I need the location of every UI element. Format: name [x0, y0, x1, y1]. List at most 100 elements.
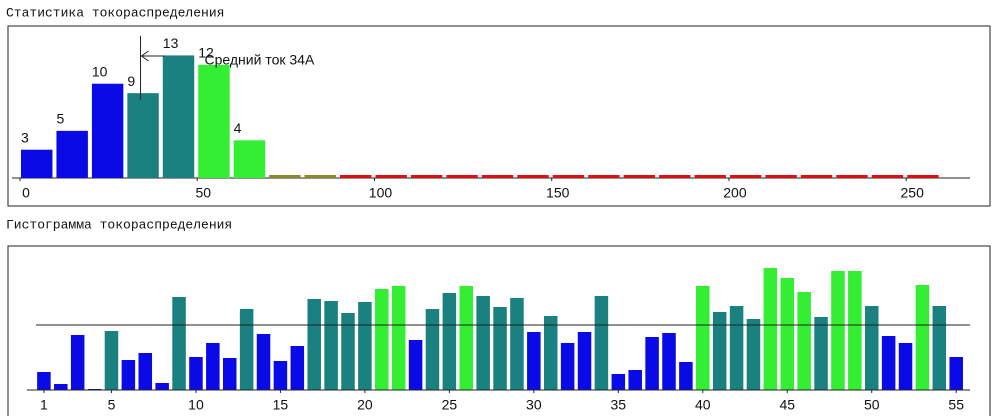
bar: [611, 374, 626, 390]
x-tick-label: 5: [108, 397, 116, 413]
bar: [800, 175, 833, 178]
bar: [459, 286, 474, 390]
bar: [694, 175, 726, 178]
bar: [410, 175, 443, 178]
bar: [222, 358, 237, 390]
bar: [797, 292, 811, 390]
bar: [746, 319, 761, 390]
bar: [341, 313, 355, 390]
bar: [56, 130, 88, 178]
bar: [628, 370, 642, 390]
data-label: 12: [198, 45, 214, 61]
x-tick-label: 45: [779, 397, 795, 413]
data-label: 3: [21, 129, 29, 145]
bar: [527, 332, 541, 390]
data-label: 5: [56, 111, 64, 127]
mean-arrow: [140, 50, 165, 62]
bar: [121, 360, 136, 390]
bar: [239, 309, 254, 390]
x-tick-label: 150: [546, 185, 570, 201]
bar: [481, 175, 514, 178]
bar: [476, 296, 490, 390]
bar: [37, 372, 51, 390]
data-label: 9: [127, 73, 135, 89]
bar: [645, 337, 659, 390]
bar: [623, 175, 656, 178]
x-tick-label: 50: [195, 185, 211, 201]
bar: [162, 55, 195, 178]
x-tick-label: 15: [273, 397, 289, 413]
bar: [307, 299, 321, 390]
data-label: 4: [234, 120, 242, 136]
x-tick-label: 0: [22, 185, 30, 201]
x-tick-label: 40: [695, 397, 711, 413]
bar: [493, 307, 507, 390]
bar: [91, 83, 124, 178]
bar: [172, 297, 186, 390]
bar: [425, 309, 440, 390]
panel-title: Статистика токораспределения: [6, 5, 224, 20]
bar: [104, 331, 119, 390]
bar: [21, 149, 53, 178]
x-tick-label: 50: [864, 397, 880, 413]
bar: [881, 336, 896, 390]
bar: [442, 293, 457, 390]
x-tick-label: 20: [357, 397, 373, 413]
bar: [659, 175, 691, 178]
x-tick-label: 250: [901, 185, 925, 201]
bar: [932, 306, 947, 390]
bar: [836, 175, 868, 178]
bar: [831, 271, 845, 390]
bar: [814, 317, 828, 390]
bar: [696, 286, 710, 390]
x-tick-label: 100: [369, 185, 393, 201]
bar: [290, 346, 305, 390]
bar: [552, 175, 585, 178]
data-label: 13: [163, 35, 179, 51]
bar: [765, 175, 797, 178]
bar: [206, 343, 220, 390]
bar: [304, 175, 337, 178]
bar: [763, 268, 778, 390]
bar: [510, 298, 524, 390]
bar: [375, 289, 389, 390]
bar: [446, 175, 478, 178]
bar: [324, 301, 338, 390]
x-tick-label: 35: [611, 397, 627, 413]
bar: [269, 175, 301, 178]
bar: [54, 384, 68, 390]
bar: [273, 361, 288, 390]
bar: [233, 140, 266, 178]
bar: [594, 296, 609, 390]
bar: [560, 343, 575, 390]
x-tick-label: 10: [188, 397, 204, 413]
bar: [340, 175, 372, 178]
bar: [543, 316, 558, 390]
x-tick-label: 30: [526, 397, 542, 413]
bar: [391, 286, 406, 390]
bar: [70, 335, 85, 390]
bar: [729, 175, 762, 178]
bar: [198, 64, 230, 178]
bar: [155, 383, 169, 390]
bar: [189, 357, 203, 390]
panel-title: Гистограмма токораспределения: [6, 217, 232, 232]
bar: [949, 357, 963, 390]
bar: [898, 343, 913, 390]
bar: [138, 353, 153, 390]
bar: [907, 175, 939, 178]
bar: [848, 271, 862, 390]
bar: [408, 340, 423, 390]
bar: [358, 302, 372, 390]
x-tick-label: 55: [948, 397, 964, 413]
bar: [588, 175, 620, 178]
bar: [662, 333, 676, 390]
bar: [517, 175, 549, 178]
bar: [577, 332, 592, 390]
bar: [375, 175, 407, 178]
bar: [780, 278, 795, 390]
x-tick-label: 25: [442, 397, 458, 413]
bar: [871, 175, 904, 178]
x-tick-label: 1: [40, 397, 48, 413]
